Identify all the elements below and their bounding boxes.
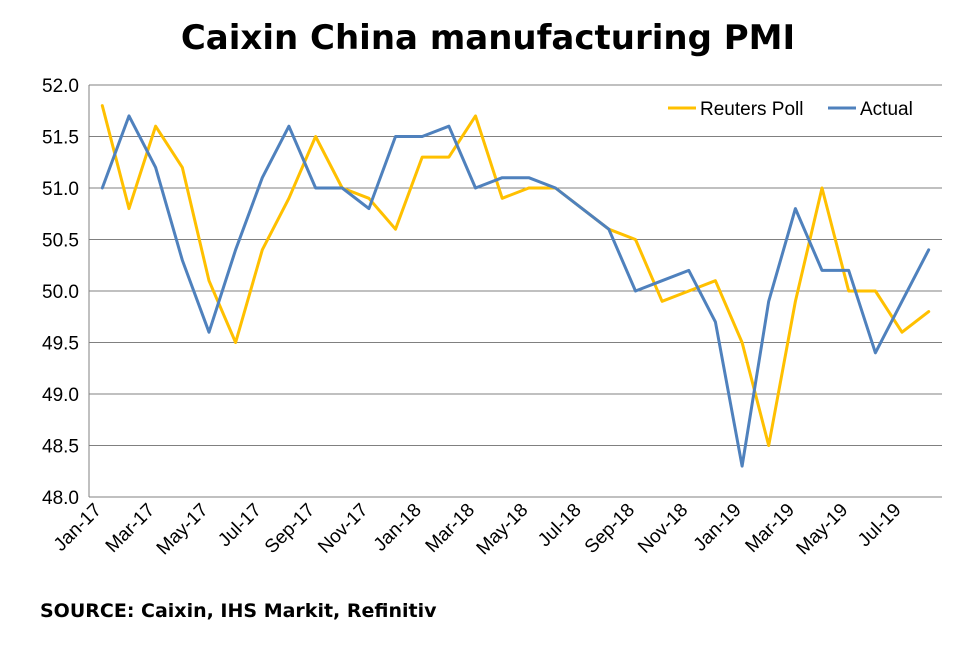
series-line-reuters-poll: [100, 104, 931, 447]
y-tick-label: 48.0: [42, 488, 79, 509]
y-tick-label: 50.0: [42, 282, 79, 303]
x-tick-label: Sep-18: [581, 500, 639, 558]
y-tick-label: 51.0: [42, 179, 79, 200]
y-tick-label: 49.0: [42, 385, 79, 406]
x-tick-label: Mar-17: [102, 500, 159, 557]
chart-title: Caixin China manufacturing PMI: [180, 18, 796, 58]
x-tick-label: Mar-18: [422, 500, 479, 557]
x-tick-label: Sep-17: [261, 500, 319, 558]
x-tick-label: Jul-19: [854, 500, 905, 551]
x-tick-label: Jul-17: [214, 500, 265, 551]
x-tick-label: Jan-19: [690, 500, 746, 556]
legend-label-reuters-poll: Reuters Poll: [700, 99, 804, 120]
x-tick-label: Mar-19: [742, 500, 799, 557]
x-tick-label: May-19: [793, 500, 853, 560]
legend-label-actual: Actual: [860, 99, 913, 120]
x-tick-label: Jul-18: [534, 500, 585, 551]
y-tick-label: 49.5: [42, 334, 79, 355]
x-tick-label: Jan-18: [370, 500, 426, 556]
y-tick-label: 48.5: [42, 437, 79, 458]
x-tick-label: Nov-17: [314, 500, 372, 558]
y-tick-label: 51.5: [42, 128, 79, 149]
x-tick-label: Nov-18: [634, 500, 692, 558]
y-tick-label: 50.5: [42, 231, 79, 252]
y-tick-label: 52.0: [42, 76, 79, 97]
series-line-actual: [100, 114, 931, 468]
source-note: SOURCE: Caixin, IHS Markit, Refinitiv: [40, 600, 437, 622]
x-tick-label: May-17: [153, 500, 213, 560]
x-tick-label: May-18: [473, 500, 533, 560]
